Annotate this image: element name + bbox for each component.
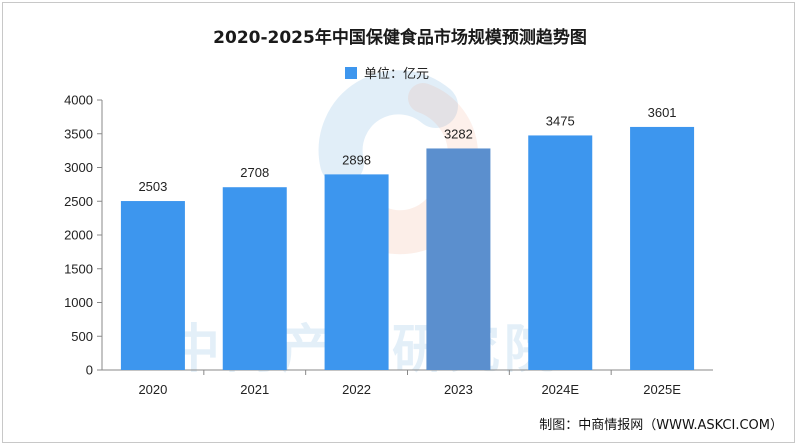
- data-label-2023: 3282: [444, 126, 473, 141]
- data-label-2021: 2708: [240, 165, 269, 180]
- bar-2022: [324, 174, 389, 370]
- source-note: 制图：中商情报网（WWW.ASKCI.COM）: [539, 418, 783, 433]
- legend: 单位：亿元: [345, 67, 429, 82]
- legend-label: 单位：亿元: [364, 67, 429, 82]
- chart-frame: 中商产业研究院 2020-2025年中国保健食品市场规模预测趋势图 单位：亿元 …: [2, 2, 795, 443]
- y-tick-label: 2000: [64, 228, 93, 243]
- data-label-2020: 2503: [138, 179, 167, 194]
- y-axis-ticks: 0 500 1000 1500 2000 2500 3000 3500 4000: [64, 93, 102, 378]
- x-axis-ticks: 2020 2021 2022 2023 2024E 2025E: [138, 370, 681, 397]
- y-tick-label: 1000: [64, 295, 93, 310]
- bar-2025e: [630, 126, 695, 371]
- bar-2021: [222, 187, 287, 370]
- x-tick-label-2020: 2020: [138, 382, 167, 397]
- x-tick-label-2022: 2022: [342, 382, 371, 397]
- y-tick-label: 3500: [64, 126, 93, 141]
- legend-swatch: [345, 67, 357, 79]
- data-label-2025e: 3601: [648, 105, 677, 120]
- bar-2020: [120, 201, 185, 370]
- bars: [120, 126, 695, 371]
- bar-2023: [426, 148, 491, 370]
- data-labels: 2503 2708 2898 3282 3475 3601: [138, 105, 676, 194]
- y-tick-label: 3000: [64, 160, 93, 175]
- y-tick-label: 1500: [64, 261, 93, 276]
- y-tick-label: 4000: [64, 93, 93, 108]
- data-label-2024e: 3475: [546, 113, 575, 128]
- data-label-2022: 2898: [342, 152, 371, 167]
- bar-chart: 中商产业研究院 2020-2025年中国保健食品市场规模预测趋势图 单位：亿元 …: [64, 27, 783, 433]
- x-tick-label-2023: 2023: [444, 382, 473, 397]
- chart-title: 2020-2025年中国保健食品市场规模预测趋势图: [213, 27, 587, 48]
- x-tick-label-2021: 2021: [240, 382, 269, 397]
- x-tick-label-2024e: 2024E: [541, 382, 579, 397]
- bar-2024e: [528, 135, 593, 370]
- y-tick-label: 0: [86, 363, 93, 378]
- y-tick-label: 2500: [64, 194, 93, 209]
- x-tick-label-2025e: 2025E: [643, 382, 681, 397]
- y-tick-label: 500: [71, 329, 93, 344]
